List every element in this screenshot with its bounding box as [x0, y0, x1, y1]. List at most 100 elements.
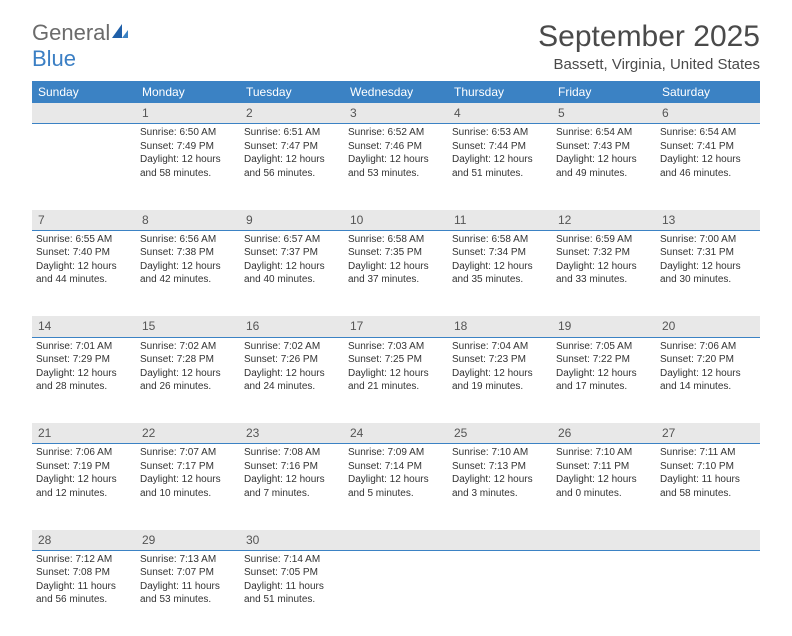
day-cell: Sunrise: 7:14 AMSunset: 7:05 PMDaylight:… — [240, 550, 344, 636]
daynum-row: 282930 — [32, 530, 760, 551]
daylight-text: Daylight: 12 hours and 49 minutes. — [556, 153, 652, 180]
day-number: 8 — [136, 210, 240, 231]
sunrise-text: Sunrise: 7:12 AM — [36, 553, 132, 567]
daylight-text: Daylight: 12 hours and 5 minutes. — [348, 473, 444, 500]
daylight-text: Daylight: 12 hours and 3 minutes. — [452, 473, 548, 500]
sunrise-text: Sunrise: 7:00 AM — [660, 233, 756, 247]
day-number: 29 — [136, 530, 240, 551]
col-wednesday: Wednesday — [344, 81, 448, 103]
day-number — [552, 530, 656, 551]
day-number: 7 — [32, 210, 136, 231]
sunset-text: Sunset: 7:38 PM — [140, 246, 236, 260]
col-friday: Friday — [552, 81, 656, 103]
day-number: 30 — [240, 530, 344, 551]
day-number: 11 — [448, 210, 552, 231]
day-number: 17 — [344, 316, 448, 337]
sunset-text: Sunset: 7:19 PM — [36, 460, 132, 474]
day-number — [344, 530, 448, 551]
sunset-text: Sunset: 7:25 PM — [348, 353, 444, 367]
sunset-text: Sunset: 7:41 PM — [660, 140, 756, 154]
sunset-text: Sunset: 7:23 PM — [452, 353, 548, 367]
daylight-text: Daylight: 12 hours and 40 minutes. — [244, 260, 340, 287]
sunrise-text: Sunrise: 6:54 AM — [660, 126, 756, 140]
daylight-text: Daylight: 12 hours and 35 minutes. — [452, 260, 548, 287]
col-sunday: Sunday — [32, 81, 136, 103]
sunrise-text: Sunrise: 6:53 AM — [452, 126, 548, 140]
day-cell — [32, 124, 136, 210]
sunrise-text: Sunrise: 7:14 AM — [244, 553, 340, 567]
day-cell: Sunrise: 7:02 AMSunset: 7:26 PMDaylight:… — [240, 337, 344, 423]
day-cell: Sunrise: 7:05 AMSunset: 7:22 PMDaylight:… — [552, 337, 656, 423]
day-number: 12 — [552, 210, 656, 231]
daylight-text: Daylight: 12 hours and 46 minutes. — [660, 153, 756, 180]
daylight-text: Daylight: 12 hours and 44 minutes. — [36, 260, 132, 287]
sunrise-text: Sunrise: 7:06 AM — [36, 446, 132, 460]
day-number: 13 — [656, 210, 760, 231]
sunset-text: Sunset: 7:08 PM — [36, 566, 132, 580]
day-cell: Sunrise: 7:06 AMSunset: 7:19 PMDaylight:… — [32, 444, 136, 530]
daylight-text: Daylight: 11 hours and 58 minutes. — [660, 473, 756, 500]
day-number: 14 — [32, 316, 136, 337]
sunrise-text: Sunrise: 6:57 AM — [244, 233, 340, 247]
sunrise-text: Sunrise: 6:52 AM — [348, 126, 444, 140]
day-number: 16 — [240, 316, 344, 337]
day-number: 19 — [552, 316, 656, 337]
day-cell: Sunrise: 7:03 AMSunset: 7:25 PMDaylight:… — [344, 337, 448, 423]
day-cell: Sunrise: 7:09 AMSunset: 7:14 PMDaylight:… — [344, 444, 448, 530]
daynum-row: 78910111213 — [32, 210, 760, 231]
logo-word1: General — [32, 20, 110, 45]
day-cell: Sunrise: 7:13 AMSunset: 7:07 PMDaylight:… — [136, 550, 240, 636]
day-cell: Sunrise: 6:56 AMSunset: 7:38 PMDaylight:… — [136, 230, 240, 316]
day-cell: Sunrise: 6:51 AMSunset: 7:47 PMDaylight:… — [240, 124, 344, 210]
day-number: 22 — [136, 423, 240, 444]
data-row: Sunrise: 6:55 AMSunset: 7:40 PMDaylight:… — [32, 230, 760, 316]
sunrise-text: Sunrise: 7:04 AM — [452, 340, 548, 354]
sunset-text: Sunset: 7:10 PM — [660, 460, 756, 474]
day-number: 9 — [240, 210, 344, 231]
sunset-text: Sunset: 7:29 PM — [36, 353, 132, 367]
day-number: 3 — [344, 103, 448, 124]
day-cell — [448, 550, 552, 636]
daylight-text: Daylight: 12 hours and 0 minutes. — [556, 473, 652, 500]
sunrise-text: Sunrise: 7:07 AM — [140, 446, 236, 460]
sunset-text: Sunset: 7:14 PM — [348, 460, 444, 474]
day-number: 23 — [240, 423, 344, 444]
day-cell — [344, 550, 448, 636]
day-number: 6 — [656, 103, 760, 124]
sunset-text: Sunset: 7:16 PM — [244, 460, 340, 474]
sunrise-text: Sunrise: 7:06 AM — [660, 340, 756, 354]
sunset-text: Sunset: 7:28 PM — [140, 353, 236, 367]
daylight-text: Daylight: 12 hours and 12 minutes. — [36, 473, 132, 500]
col-monday: Monday — [136, 81, 240, 103]
title-block: September 2025 Bassett, Virginia, United… — [538, 20, 760, 73]
daylight-text: Daylight: 12 hours and 37 minutes. — [348, 260, 444, 287]
calendar-body: 123456Sunrise: 6:50 AMSunset: 7:49 PMDay… — [32, 103, 760, 636]
sunrise-text: Sunrise: 6:58 AM — [348, 233, 444, 247]
day-cell: Sunrise: 6:57 AMSunset: 7:37 PMDaylight:… — [240, 230, 344, 316]
day-cell: Sunrise: 7:11 AMSunset: 7:10 PMDaylight:… — [656, 444, 760, 530]
day-number — [656, 530, 760, 551]
daylight-text: Daylight: 12 hours and 30 minutes. — [660, 260, 756, 287]
daylight-text: Daylight: 11 hours and 51 minutes. — [244, 580, 340, 607]
sunrise-text: Sunrise: 6:58 AM — [452, 233, 548, 247]
daylight-text: Daylight: 12 hours and 7 minutes. — [244, 473, 340, 500]
sunrise-text: Sunrise: 7:02 AM — [140, 340, 236, 354]
col-thursday: Thursday — [448, 81, 552, 103]
day-number: 1 — [136, 103, 240, 124]
day-cell: Sunrise: 7:04 AMSunset: 7:23 PMDaylight:… — [448, 337, 552, 423]
data-row: Sunrise: 7:01 AMSunset: 7:29 PMDaylight:… — [32, 337, 760, 423]
day-cell — [656, 550, 760, 636]
day-cell: Sunrise: 7:10 AMSunset: 7:11 PMDaylight:… — [552, 444, 656, 530]
sunrise-text: Sunrise: 6:54 AM — [556, 126, 652, 140]
day-cell: Sunrise: 6:55 AMSunset: 7:40 PMDaylight:… — [32, 230, 136, 316]
daynum-row: 123456 — [32, 103, 760, 124]
sunset-text: Sunset: 7:35 PM — [348, 246, 444, 260]
day-number: 15 — [136, 316, 240, 337]
day-number: 28 — [32, 530, 136, 551]
logo-text: GeneralBlue — [32, 20, 130, 72]
sunset-text: Sunset: 7:20 PM — [660, 353, 756, 367]
sunset-text: Sunset: 7:11 PM — [556, 460, 652, 474]
daylight-text: Daylight: 11 hours and 56 minutes. — [36, 580, 132, 607]
day-number — [32, 103, 136, 124]
day-number: 25 — [448, 423, 552, 444]
